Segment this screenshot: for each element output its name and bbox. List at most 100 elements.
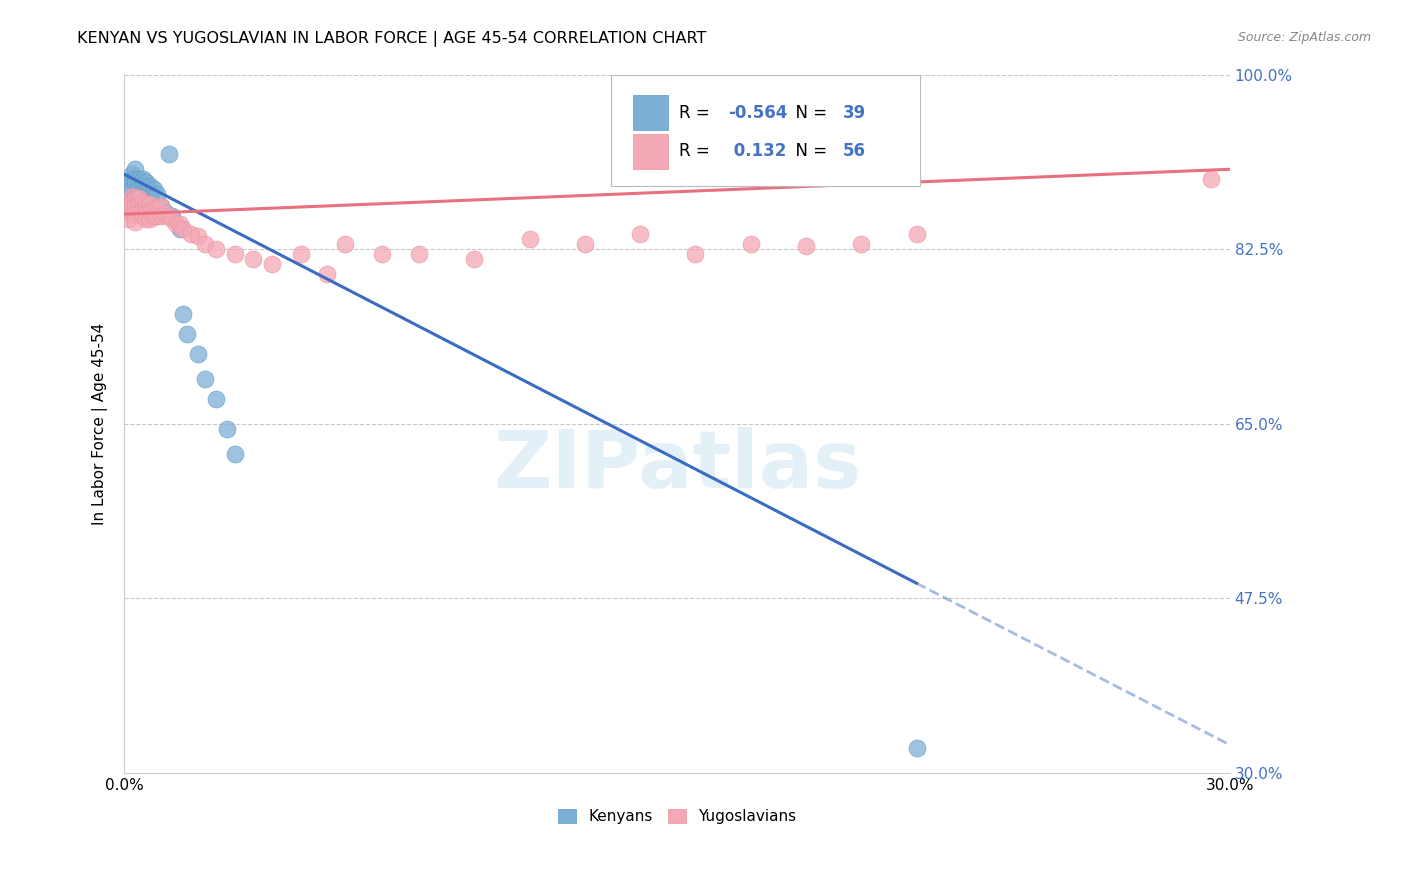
FancyBboxPatch shape bbox=[610, 75, 920, 186]
Text: 39: 39 bbox=[842, 104, 866, 122]
Point bbox=[146, 187, 169, 202]
Point bbox=[1201, 172, 1223, 186]
Point bbox=[124, 207, 146, 221]
Point bbox=[135, 205, 157, 219]
Point bbox=[242, 252, 264, 266]
Point bbox=[685, 247, 707, 261]
Point bbox=[335, 237, 357, 252]
Point bbox=[371, 247, 394, 261]
Point bbox=[150, 199, 173, 213]
Point bbox=[128, 182, 150, 196]
Point bbox=[172, 222, 194, 236]
Point bbox=[117, 212, 139, 227]
Point bbox=[160, 212, 183, 227]
Point bbox=[124, 187, 146, 202]
Point bbox=[121, 172, 143, 186]
Text: 56: 56 bbox=[842, 143, 866, 161]
Point bbox=[165, 217, 187, 231]
Point bbox=[132, 191, 155, 205]
Point bbox=[180, 227, 202, 241]
Point bbox=[142, 202, 165, 217]
Point bbox=[187, 229, 209, 244]
Point bbox=[117, 197, 139, 211]
Point bbox=[128, 197, 150, 211]
Point bbox=[117, 202, 139, 217]
Point bbox=[135, 212, 157, 227]
Point bbox=[157, 147, 180, 161]
Point bbox=[169, 222, 191, 236]
Point bbox=[157, 209, 180, 223]
Point bbox=[851, 237, 873, 252]
Point bbox=[139, 189, 162, 203]
Point bbox=[132, 179, 155, 194]
Point bbox=[121, 197, 143, 211]
Point bbox=[117, 192, 139, 206]
Point bbox=[142, 182, 165, 196]
Point bbox=[121, 182, 143, 196]
Point bbox=[176, 326, 198, 341]
Point bbox=[132, 209, 155, 223]
Point bbox=[740, 237, 762, 252]
Point bbox=[128, 205, 150, 219]
Point bbox=[905, 227, 928, 241]
Point bbox=[224, 247, 246, 261]
Legend: Kenyans, Yugoslavians: Kenyans, Yugoslavians bbox=[558, 809, 796, 824]
Point bbox=[153, 207, 176, 221]
Point bbox=[124, 178, 146, 192]
Point bbox=[153, 205, 176, 219]
FancyBboxPatch shape bbox=[633, 134, 668, 169]
Point bbox=[142, 209, 165, 223]
Point bbox=[139, 197, 162, 211]
Y-axis label: In Labor Force | Age 45-54: In Labor Force | Age 45-54 bbox=[93, 323, 108, 524]
Point bbox=[217, 422, 239, 436]
Point bbox=[205, 242, 228, 256]
Point bbox=[135, 175, 157, 189]
Point bbox=[117, 197, 139, 211]
Point bbox=[574, 237, 596, 252]
Point bbox=[408, 247, 430, 261]
Point bbox=[117, 202, 139, 217]
Point bbox=[139, 212, 162, 227]
Text: N =: N = bbox=[786, 104, 832, 122]
Point bbox=[124, 199, 146, 213]
Point bbox=[794, 239, 817, 253]
Point bbox=[172, 307, 194, 321]
Point bbox=[128, 191, 150, 205]
Point bbox=[146, 209, 169, 223]
Point bbox=[463, 252, 485, 266]
Point bbox=[160, 209, 183, 223]
Point bbox=[128, 178, 150, 192]
Text: ZIPatlas: ZIPatlas bbox=[494, 426, 860, 505]
FancyBboxPatch shape bbox=[633, 95, 668, 130]
Point bbox=[124, 215, 146, 229]
Point bbox=[139, 179, 162, 194]
Point bbox=[205, 392, 228, 406]
Point bbox=[132, 202, 155, 217]
Point bbox=[132, 195, 155, 210]
Point bbox=[519, 232, 541, 246]
Point bbox=[150, 209, 173, 223]
Point bbox=[316, 267, 339, 281]
Point bbox=[194, 237, 217, 252]
Point bbox=[135, 187, 157, 202]
Point bbox=[128, 187, 150, 202]
Point bbox=[628, 227, 651, 241]
Point bbox=[135, 197, 157, 211]
Point bbox=[128, 172, 150, 186]
Point bbox=[124, 192, 146, 206]
Point bbox=[150, 199, 173, 213]
Text: -0.564: -0.564 bbox=[728, 104, 787, 122]
Point bbox=[187, 347, 209, 361]
Point bbox=[146, 202, 169, 217]
Point bbox=[121, 167, 143, 181]
Point bbox=[139, 205, 162, 219]
Point bbox=[260, 257, 283, 271]
Point bbox=[905, 740, 928, 755]
Text: R =: R = bbox=[679, 104, 716, 122]
Point bbox=[121, 178, 143, 192]
Point bbox=[290, 247, 312, 261]
Text: Source: ZipAtlas.com: Source: ZipAtlas.com bbox=[1237, 31, 1371, 45]
Point bbox=[124, 172, 146, 186]
Point bbox=[194, 372, 217, 386]
Point bbox=[124, 192, 146, 206]
